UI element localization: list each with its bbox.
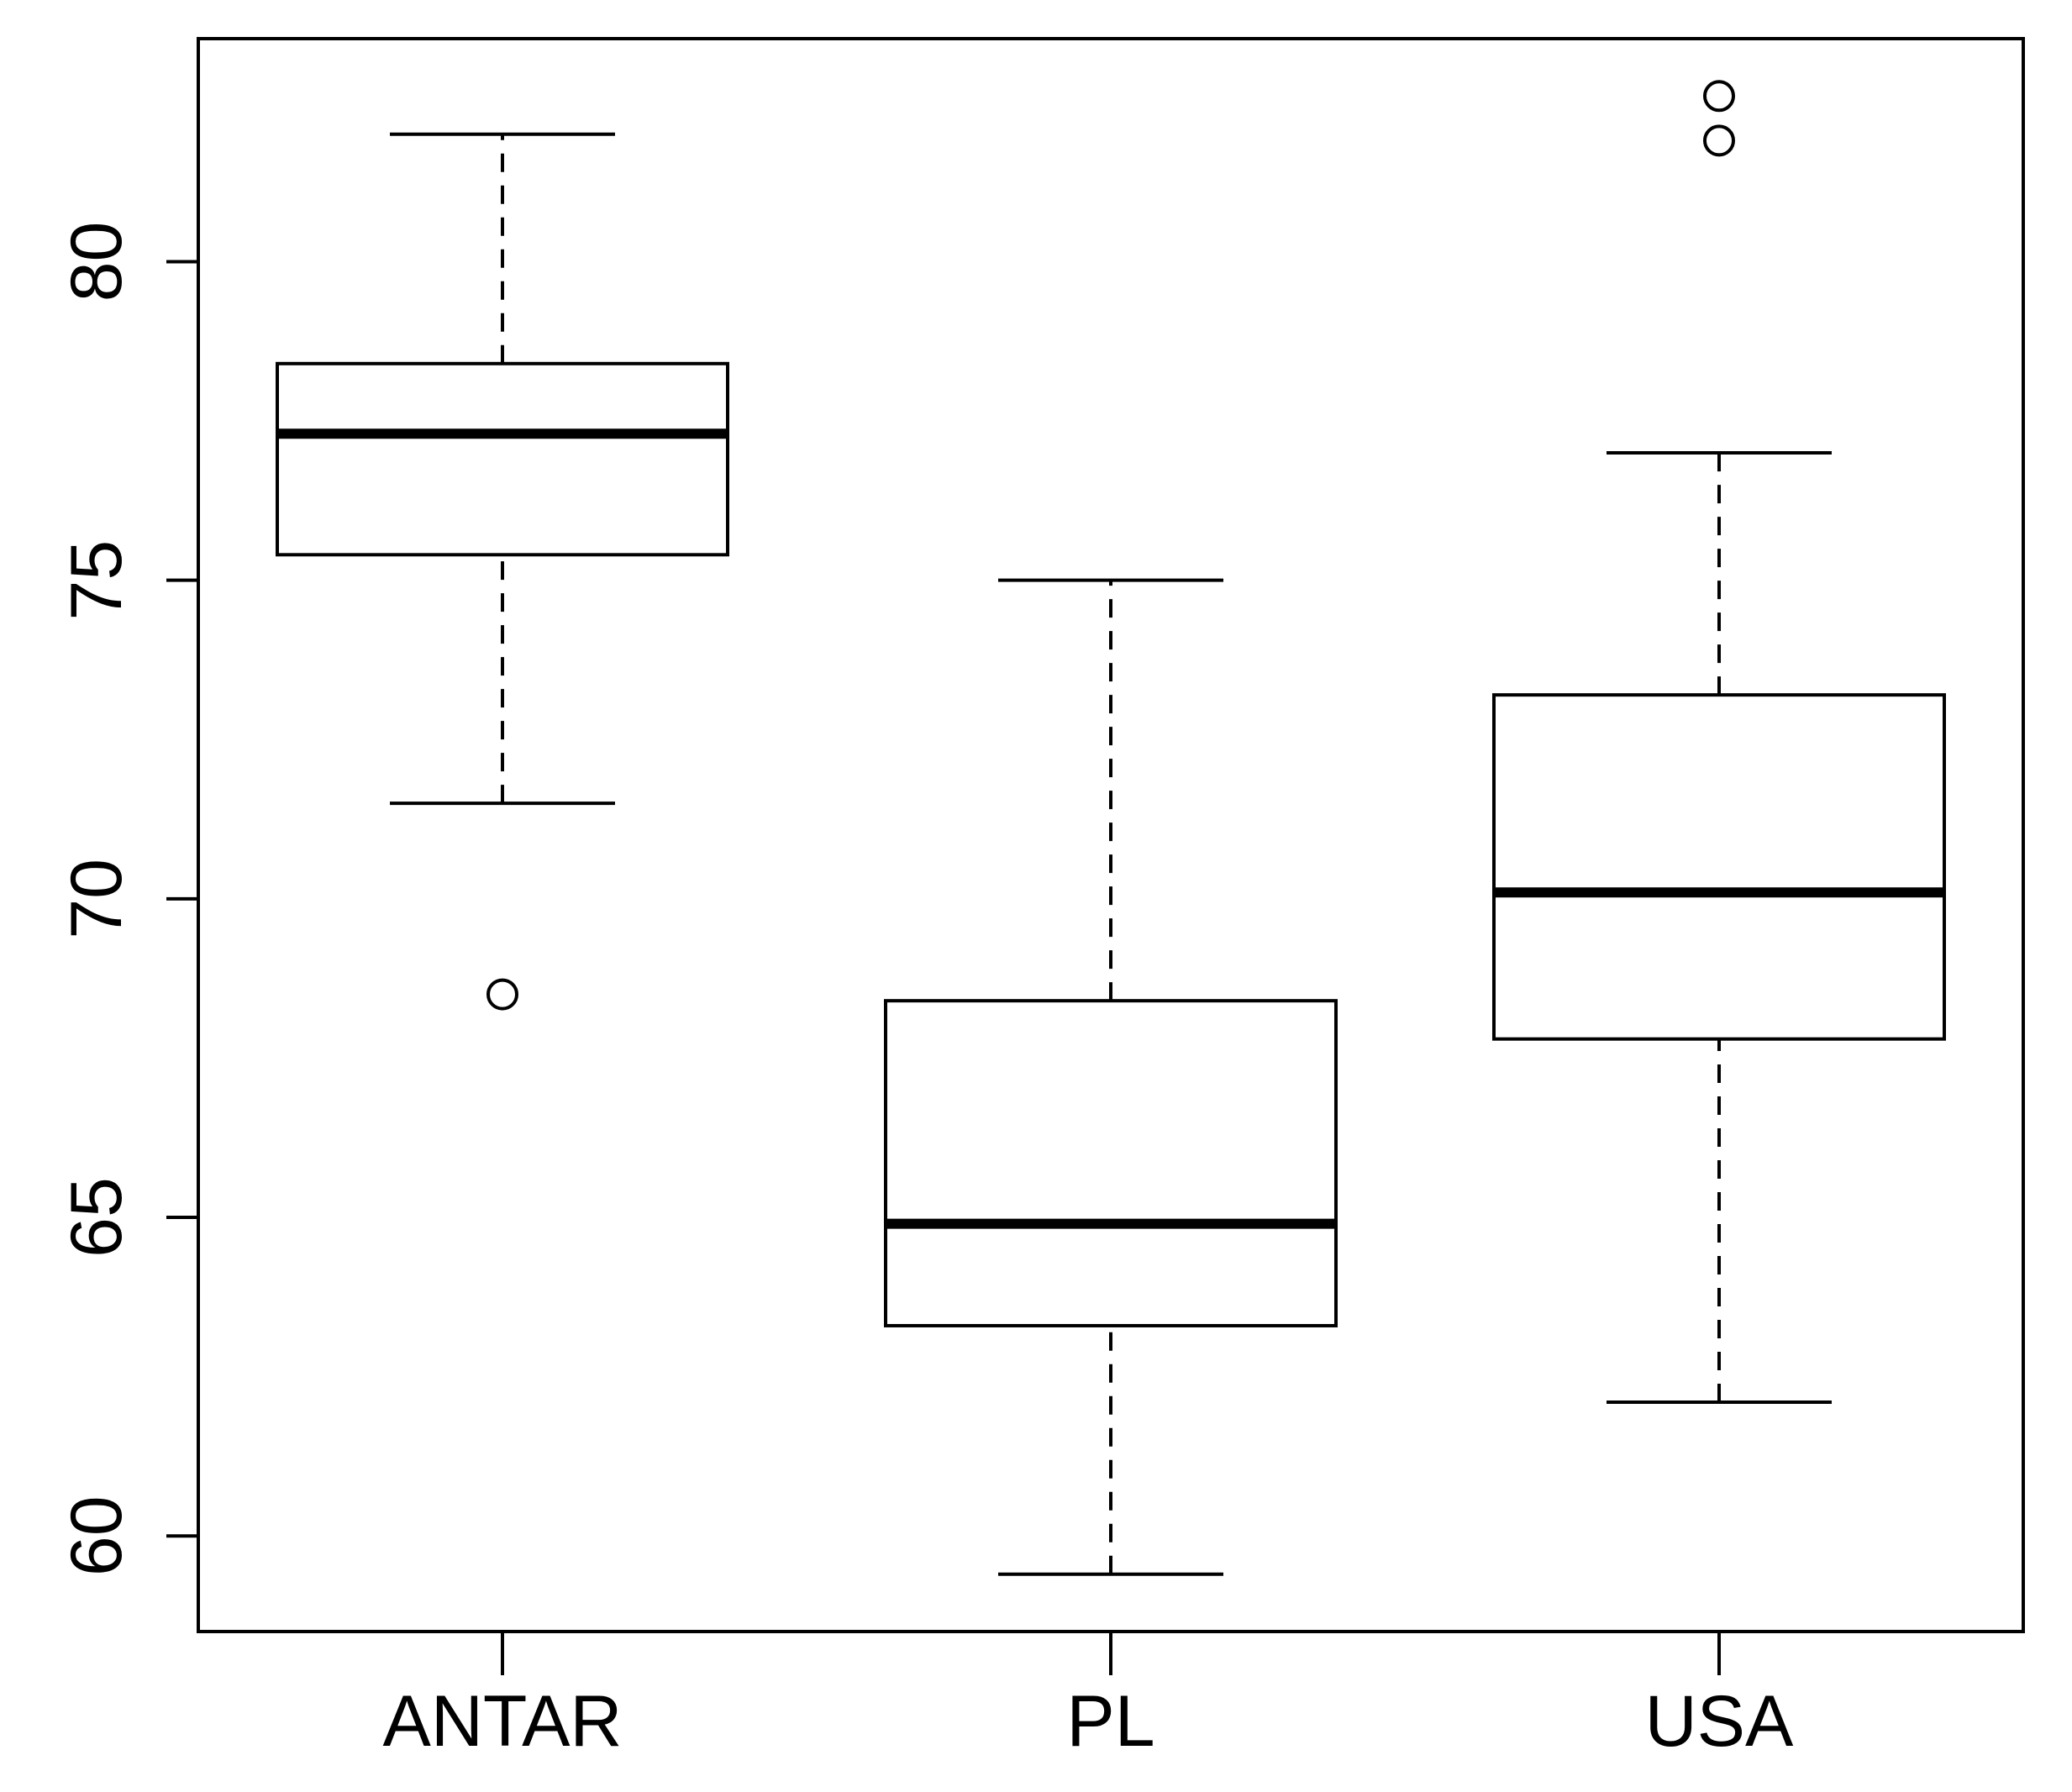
y-tick-label: 80 <box>56 222 137 302</box>
box-pl <box>884 578 1338 1576</box>
iqr-box <box>276 361 729 557</box>
y-axis: 60 65 70 75 80 <box>56 222 200 1576</box>
x-tick-label: PL <box>1066 1681 1154 1762</box>
iqr-box <box>884 999 1338 1327</box>
x-tick-label: ANTAR <box>382 1681 622 1762</box>
outlier-point <box>1703 80 1735 113</box>
y-tick-label: 75 <box>56 540 137 621</box>
outlier-point <box>486 978 518 1011</box>
y-tick-label: 60 <box>56 1495 137 1576</box>
outlier-point <box>1703 124 1735 157</box>
y-tick-label: 65 <box>56 1177 137 1258</box>
x-axis: ANTAR PL USA <box>382 1630 1794 1762</box>
box-series <box>276 80 1946 1576</box>
box-antar <box>276 132 729 1011</box>
x-tick-label: USA <box>1645 1681 1794 1762</box>
iqr-box <box>1492 693 1946 1041</box>
box-usa <box>1492 80 1946 1404</box>
y-tick-label: 70 <box>56 859 137 939</box>
